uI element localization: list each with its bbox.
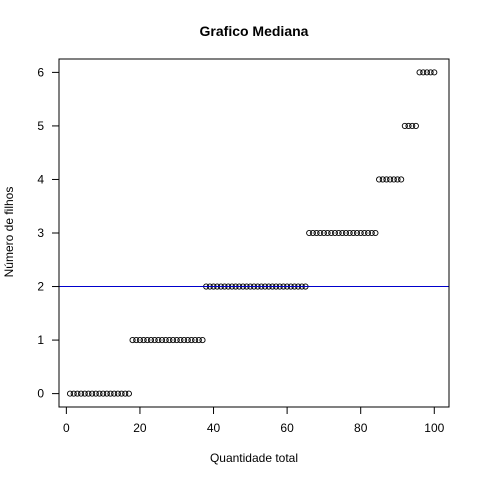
data-point <box>405 122 412 129</box>
data-point <box>353 229 361 237</box>
data-point <box>133 337 140 344</box>
data-point <box>170 337 177 344</box>
x-tick-label: 60 <box>280 421 294 435</box>
data-point <box>166 337 173 344</box>
x-tick-label: 0 <box>63 421 70 435</box>
data-point <box>420 69 427 76</box>
data-point <box>118 390 125 397</box>
data-point <box>140 337 147 344</box>
data-point <box>346 229 353 237</box>
data-point <box>78 390 85 397</box>
x-tick-label: 80 <box>354 421 368 435</box>
data-point <box>427 69 434 76</box>
data-point <box>350 229 357 237</box>
data-point <box>195 337 202 344</box>
data-point <box>103 390 110 397</box>
chart-title: Grafico Mediana <box>200 23 309 39</box>
data-point <box>147 337 155 344</box>
data-point <box>409 122 416 129</box>
data-point <box>372 229 379 237</box>
data-point <box>92 390 99 397</box>
data-point <box>96 390 103 397</box>
data-point <box>398 176 405 183</box>
data-point <box>416 69 423 76</box>
data-point <box>177 337 184 344</box>
data-point <box>162 337 169 344</box>
data-point <box>129 337 136 344</box>
data-point <box>368 229 375 237</box>
data-point <box>387 176 394 183</box>
data-point <box>394 176 401 183</box>
data-point <box>328 229 335 237</box>
data-point <box>144 337 151 344</box>
y-tick-label: 0 <box>37 387 44 401</box>
data-point <box>173 337 180 344</box>
data-point <box>324 229 331 237</box>
data-point <box>361 229 368 237</box>
data-point <box>423 69 430 76</box>
axis-ticks: 0 20 40 60 80 100 0 1 2 3 4 5 6 <box>37 65 444 435</box>
data-point <box>188 337 195 344</box>
data-point <box>365 229 372 237</box>
plot-area-frame <box>58 58 450 408</box>
data-point <box>313 229 320 237</box>
data-point <box>107 390 114 397</box>
data-point <box>199 337 206 344</box>
data-point <box>192 337 199 344</box>
y-tick-label: 3 <box>37 226 44 240</box>
y-tick-label: 4 <box>37 172 44 186</box>
data-point <box>401 122 408 129</box>
data-points <box>66 69 438 397</box>
data-point <box>66 390 74 397</box>
data-point <box>390 176 397 183</box>
y-tick-label: 2 <box>37 280 44 294</box>
data-point <box>317 229 324 237</box>
data-point <box>85 390 92 397</box>
data-point <box>100 390 107 397</box>
data-point <box>306 229 313 237</box>
data-point <box>81 390 88 397</box>
data-point <box>136 337 143 344</box>
x-axis-label: Quantidade total <box>210 451 298 465</box>
data-point <box>74 390 81 397</box>
data-point <box>331 229 338 237</box>
data-point <box>412 122 419 129</box>
data-point <box>151 337 158 344</box>
data-point <box>125 390 132 397</box>
data-point <box>376 176 383 183</box>
x-tick-label: 40 <box>207 421 221 435</box>
y-tick-label: 1 <box>37 333 44 347</box>
x-tick-label: 20 <box>133 421 147 435</box>
data-point <box>111 390 118 397</box>
data-point <box>114 390 121 397</box>
data-point <box>70 390 77 397</box>
data-point <box>89 390 96 397</box>
data-point <box>339 229 346 237</box>
data-point <box>357 229 364 237</box>
data-point <box>320 229 327 237</box>
data-point <box>309 229 316 237</box>
y-axis-label: Número de filhos <box>2 187 16 278</box>
data-point <box>155 337 162 344</box>
data-point <box>122 390 129 397</box>
data-point <box>383 176 390 183</box>
y-tick-label: 6 <box>37 65 44 79</box>
data-point <box>181 337 188 344</box>
data-point <box>431 69 438 76</box>
data-point <box>342 229 350 237</box>
data-point <box>184 337 191 344</box>
data-point <box>379 176 386 183</box>
data-point <box>335 229 342 237</box>
y-tick-label: 5 <box>37 119 44 133</box>
x-tick-label: 100 <box>424 421 444 435</box>
data-point <box>158 337 166 344</box>
